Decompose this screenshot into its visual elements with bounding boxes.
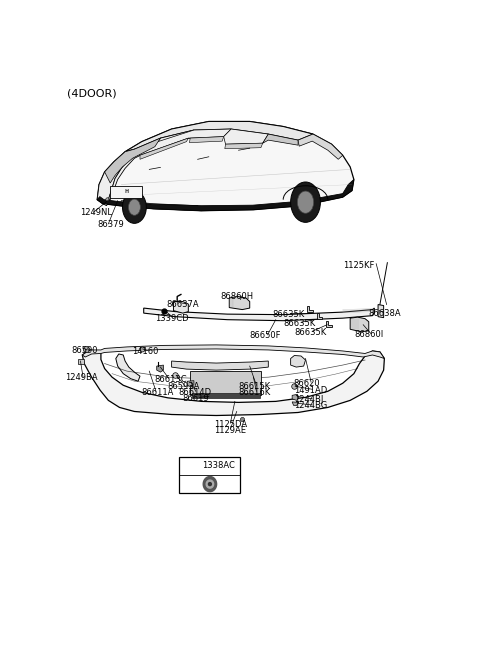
Polygon shape (97, 149, 134, 204)
Text: 1338AC: 1338AC (202, 461, 235, 470)
Text: 86616K: 86616K (239, 388, 271, 397)
Polygon shape (78, 358, 84, 364)
Circle shape (290, 182, 321, 222)
Polygon shape (83, 345, 384, 358)
Text: 86620: 86620 (294, 379, 320, 388)
Text: 86635K: 86635K (272, 310, 304, 318)
Text: 86590: 86590 (71, 346, 97, 356)
Polygon shape (120, 200, 202, 211)
Text: 86860H: 86860H (220, 292, 253, 301)
Text: 1244BJ: 1244BJ (294, 396, 324, 404)
Polygon shape (224, 129, 268, 144)
Text: 1249BA: 1249BA (66, 373, 98, 382)
Polygon shape (97, 179, 354, 211)
Text: 1249NL: 1249NL (81, 208, 112, 217)
Polygon shape (326, 321, 332, 327)
Text: 86614D: 86614D (178, 388, 211, 397)
Text: 86638A: 86638A (369, 309, 401, 318)
Polygon shape (203, 477, 216, 492)
Text: 86650F: 86650F (250, 331, 281, 341)
Text: 14160: 14160 (132, 347, 159, 356)
Text: 1244BG: 1244BG (294, 402, 328, 411)
Text: 86860I: 86860I (354, 330, 383, 339)
Text: 86637A: 86637A (166, 300, 199, 309)
Polygon shape (317, 313, 322, 319)
Text: 1129AE: 1129AE (215, 426, 246, 435)
Text: 86613C: 86613C (155, 375, 188, 384)
Bar (190, 371, 261, 396)
Text: 86615K: 86615K (239, 382, 271, 391)
Text: H: H (124, 189, 128, 194)
Polygon shape (225, 143, 263, 149)
Polygon shape (125, 121, 313, 152)
Polygon shape (116, 354, 140, 381)
Polygon shape (144, 308, 374, 321)
Text: 86593A: 86593A (167, 383, 200, 391)
Polygon shape (378, 305, 384, 318)
Text: 86635K: 86635K (283, 319, 315, 328)
Polygon shape (187, 381, 194, 386)
Text: 86619: 86619 (183, 394, 209, 403)
Polygon shape (350, 317, 369, 332)
Polygon shape (103, 130, 194, 206)
Polygon shape (292, 394, 299, 400)
Text: 1339CD: 1339CD (155, 314, 189, 323)
Polygon shape (307, 305, 313, 312)
Bar (110, 185, 142, 198)
Polygon shape (105, 138, 160, 183)
Polygon shape (263, 134, 298, 145)
Polygon shape (134, 129, 231, 155)
Bar (192, 393, 260, 398)
Polygon shape (173, 301, 188, 313)
Text: 1491AD: 1491AD (294, 386, 328, 395)
Circle shape (129, 199, 140, 215)
Polygon shape (190, 137, 224, 143)
Polygon shape (292, 402, 299, 405)
Polygon shape (290, 356, 305, 367)
Polygon shape (97, 121, 354, 211)
Text: 86379: 86379 (97, 220, 124, 229)
Text: (4DOOR): (4DOOR) (67, 88, 117, 99)
Text: 1125KF: 1125KF (343, 261, 374, 270)
Polygon shape (83, 350, 384, 415)
Polygon shape (172, 361, 268, 370)
Polygon shape (298, 134, 343, 159)
Polygon shape (156, 365, 163, 372)
Circle shape (297, 191, 314, 214)
Text: 86611A: 86611A (142, 388, 174, 397)
Text: 1125DA: 1125DA (215, 420, 248, 428)
Polygon shape (208, 483, 211, 485)
Circle shape (122, 191, 146, 223)
Text: 86635K: 86635K (294, 328, 326, 337)
Polygon shape (206, 480, 214, 488)
Polygon shape (140, 138, 188, 159)
FancyBboxPatch shape (179, 457, 240, 493)
Polygon shape (229, 297, 250, 310)
